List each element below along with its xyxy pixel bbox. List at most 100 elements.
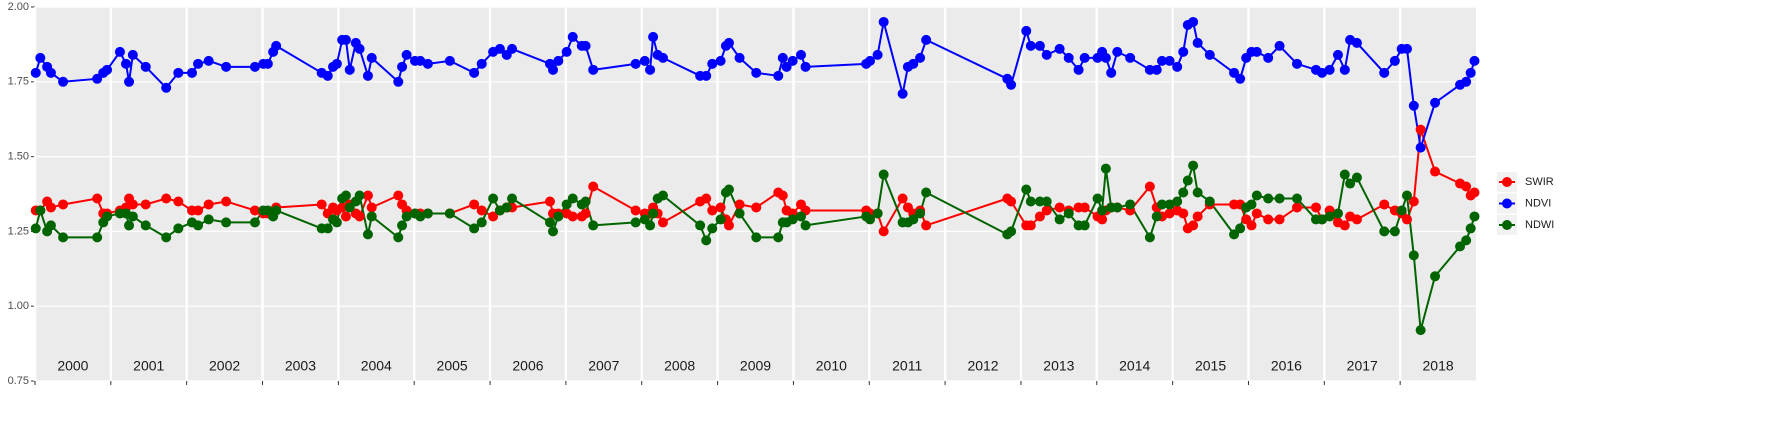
data-point [1339, 220, 1350, 231]
data-point [1401, 43, 1412, 54]
data-point [45, 67, 56, 78]
data-point [1144, 181, 1155, 192]
legend-label: NDWI [1525, 219, 1554, 231]
data-point [1125, 199, 1136, 210]
data-point [173, 223, 184, 234]
data-point [476, 205, 487, 216]
data-point [1379, 199, 1390, 210]
data-point [777, 52, 788, 63]
data-point [362, 190, 373, 201]
data-point [415, 55, 426, 66]
data-point [161, 82, 172, 93]
data-point [35, 52, 46, 63]
year-label: 2008 [664, 358, 695, 374]
data-point [1415, 124, 1426, 135]
data-point [1401, 190, 1412, 201]
data-point [401, 49, 412, 60]
data-point [734, 52, 745, 63]
data-point [872, 208, 883, 219]
data-point [1324, 211, 1335, 222]
data-point [723, 220, 734, 231]
data-point [362, 229, 373, 240]
data-point [645, 64, 656, 75]
legend: SWIR NDVI NDWI [1497, 172, 1554, 235]
data-point [915, 208, 926, 219]
data-point [203, 214, 214, 225]
year-label: 2001 [133, 358, 164, 374]
data-point [127, 49, 138, 60]
data-point [751, 202, 762, 213]
y-tick-label: 2.00 [8, 1, 29, 13]
data-point [393, 190, 404, 201]
y-tick-label: 0.75 [8, 375, 29, 387]
data-point [354, 43, 365, 54]
data-point [908, 58, 919, 69]
data-point [1351, 37, 1362, 48]
data-point [921, 34, 932, 45]
data-point [897, 88, 908, 99]
data-point [1178, 46, 1189, 57]
data-point [102, 64, 113, 75]
data-point [588, 220, 599, 231]
data-point [1025, 220, 1036, 231]
data-point [1274, 40, 1285, 51]
data-point [35, 205, 46, 216]
data-point [1006, 226, 1017, 237]
data-point [723, 37, 734, 48]
data-point [366, 52, 377, 63]
data-point [701, 70, 712, 81]
data-point [114, 46, 125, 57]
data-point [908, 214, 919, 225]
data-point [1112, 202, 1123, 213]
data-point [1274, 214, 1285, 225]
data-point [1157, 199, 1168, 210]
data-point [553, 55, 564, 66]
legend-point [1502, 198, 1512, 209]
data-point [1465, 223, 1476, 234]
data-point [488, 211, 499, 222]
year-label: 2017 [1347, 358, 1378, 374]
data-point [1461, 76, 1472, 87]
data-point [695, 220, 706, 231]
data-point [1178, 208, 1189, 219]
data-point [249, 217, 260, 228]
data-point [751, 67, 762, 78]
data-point [322, 223, 333, 234]
data-point [1469, 187, 1480, 198]
data-point [422, 58, 433, 69]
data-point [1251, 190, 1262, 201]
data-point [1188, 220, 1199, 231]
data-point [773, 70, 784, 81]
data-point [1408, 196, 1419, 207]
data-point [1172, 61, 1183, 72]
data-point [1274, 193, 1285, 204]
data-point [1125, 52, 1136, 63]
data-point [124, 76, 135, 87]
year-label: 2005 [437, 358, 468, 374]
data-point [494, 43, 505, 54]
data-point [1461, 181, 1472, 192]
data-point [1351, 214, 1362, 225]
data-point [397, 61, 408, 72]
data-point [1332, 208, 1343, 219]
year-label: 2014 [1119, 358, 1150, 374]
data-point [1172, 196, 1183, 207]
data-point [1025, 40, 1036, 51]
data-point [501, 202, 512, 213]
data-point [567, 193, 578, 204]
data-point [878, 16, 889, 27]
year-label: 2010 [816, 358, 847, 374]
data-point [701, 193, 712, 204]
data-point [1204, 196, 1215, 207]
data-point [354, 211, 365, 222]
data-point [161, 232, 172, 243]
data-point [1235, 73, 1246, 84]
data-point [544, 217, 555, 228]
data-point [1324, 64, 1335, 75]
data-point [469, 223, 480, 234]
year-label: 2002 [209, 358, 240, 374]
data-point [1034, 211, 1045, 222]
data-point [1430, 166, 1441, 177]
data-point [1100, 163, 1111, 174]
